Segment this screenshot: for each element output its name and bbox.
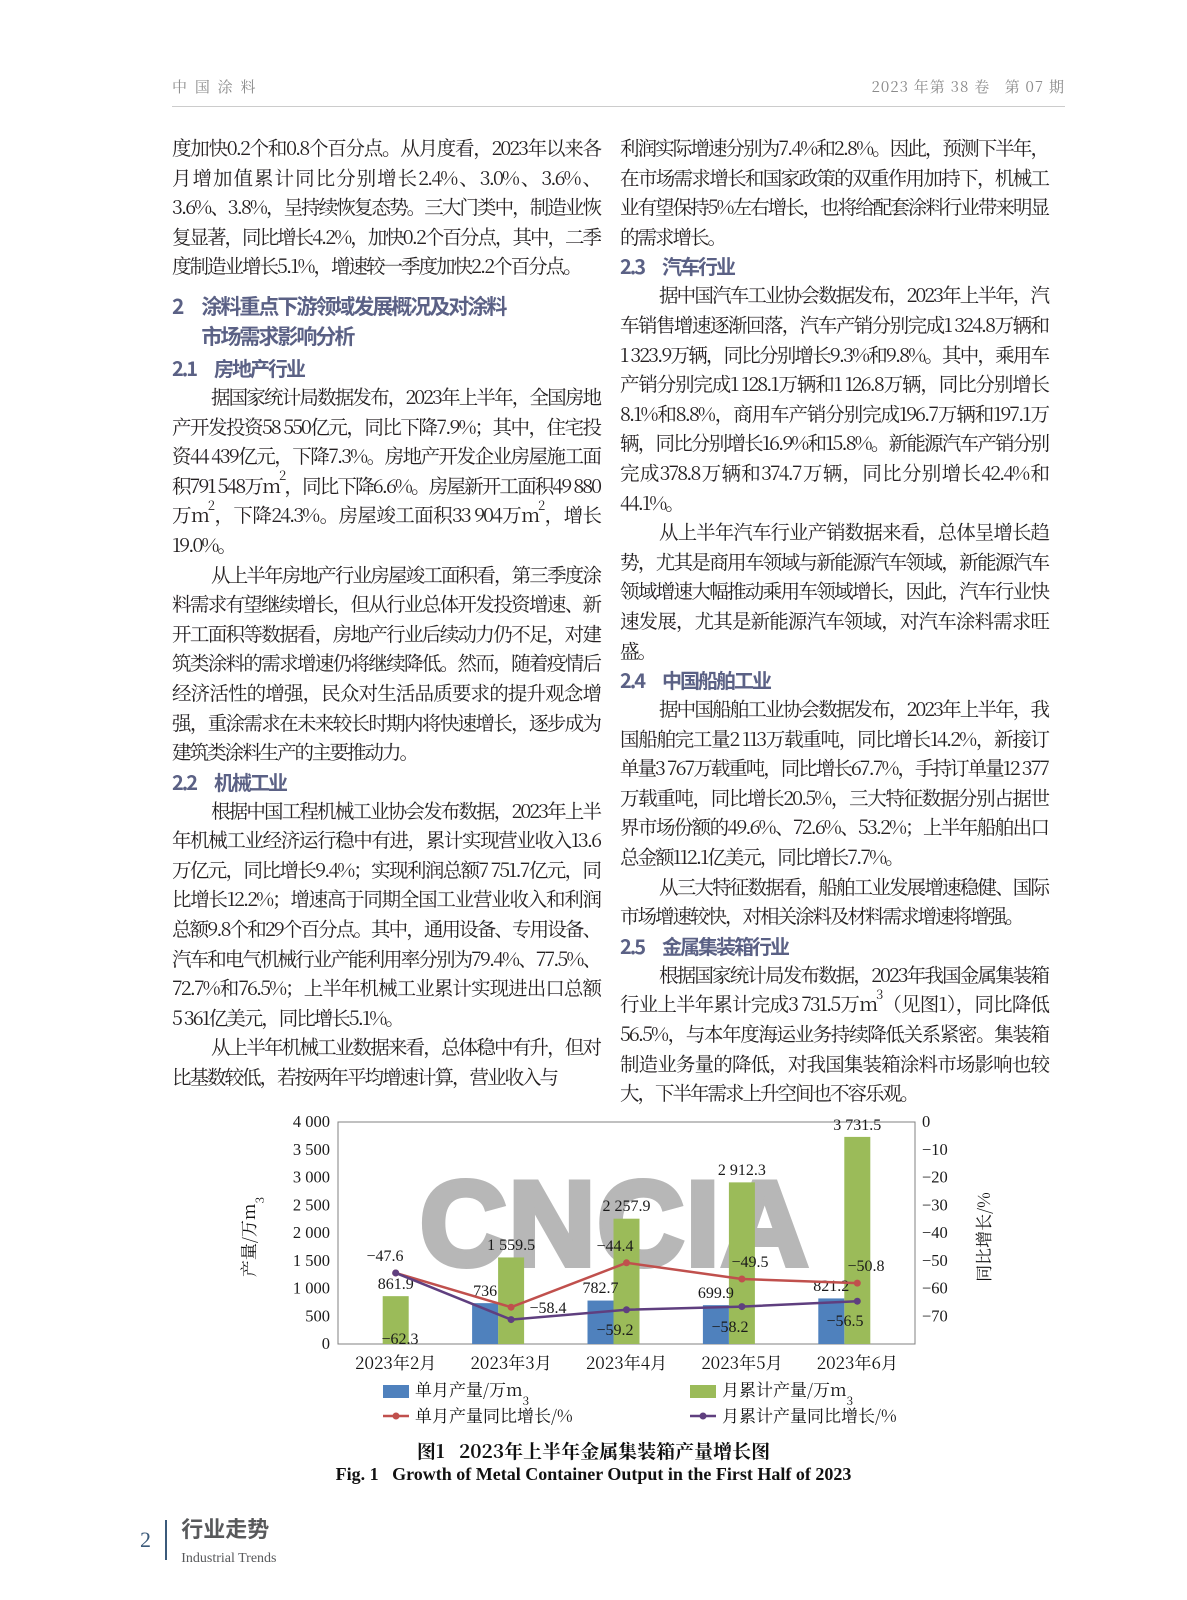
svg-text:−30: −30 xyxy=(922,1195,948,1214)
svg-text:0: 0 xyxy=(322,1334,330,1353)
svg-text:699.9: 699.9 xyxy=(698,1285,734,1302)
svg-text:−50.8: −50.8 xyxy=(847,1258,884,1275)
svg-text:−49.5: −49.5 xyxy=(731,1254,768,1271)
svg-text:2023年2月: 2023年2月 xyxy=(355,1349,436,1374)
svg-text:同比增长/%: 同比增长/% xyxy=(970,1192,995,1282)
svg-text:3 000: 3 000 xyxy=(293,1168,330,1187)
svg-text:3 500: 3 500 xyxy=(293,1140,330,1159)
svg-text:2 912.3: 2 912.3 xyxy=(718,1162,766,1179)
svg-text:月累计产量同比增长/%: 月累计产量同比增长/% xyxy=(722,1402,897,1427)
svg-text:−58.2: −58.2 xyxy=(711,1319,748,1336)
svg-text:2 500: 2 500 xyxy=(293,1195,330,1214)
svg-text:−60: −60 xyxy=(922,1279,948,1298)
svg-text:782.7: 782.7 xyxy=(583,1280,619,1297)
svg-text:500: 500 xyxy=(305,1306,330,1325)
svg-text:−47.6: −47.6 xyxy=(366,1248,403,1265)
svg-text:−40: −40 xyxy=(922,1223,948,1242)
svg-text:−59.2: −59.2 xyxy=(596,1322,633,1339)
svg-text:−44.4: −44.4 xyxy=(596,1238,633,1255)
svg-text:1 000: 1 000 xyxy=(293,1279,330,1298)
svg-text:2 000: 2 000 xyxy=(293,1223,330,1242)
svg-text:2023年3月: 2023年3月 xyxy=(470,1349,551,1374)
svg-text:2023年5月: 2023年5月 xyxy=(701,1349,782,1374)
svg-text:−10: −10 xyxy=(922,1140,948,1159)
svg-text:单月产量同比增长/%: 单月产量同比增长/% xyxy=(415,1402,573,1427)
svg-text:−62.3: −62.3 xyxy=(381,1331,418,1348)
svg-text:3 731.5: 3 731.5 xyxy=(833,1117,881,1134)
svg-text:2 257.9: 2 257.9 xyxy=(603,1198,651,1215)
svg-text:−50: −50 xyxy=(922,1251,948,1270)
svg-text:−20: −20 xyxy=(922,1168,948,1187)
svg-text:−56.5: −56.5 xyxy=(826,1313,863,1330)
svg-text:−70: −70 xyxy=(922,1306,948,1325)
svg-text:4 000: 4 000 xyxy=(293,1112,330,1131)
svg-text:1 559.5: 1 559.5 xyxy=(487,1237,535,1254)
svg-text:1 500: 1 500 xyxy=(293,1251,330,1270)
svg-text:0: 0 xyxy=(922,1112,930,1131)
svg-text:2023年6月: 2023年6月 xyxy=(817,1349,898,1374)
svg-text:2023年4月: 2023年4月 xyxy=(586,1349,667,1374)
svg-text:产量/万m3: 产量/万m3 xyxy=(235,1197,268,1277)
